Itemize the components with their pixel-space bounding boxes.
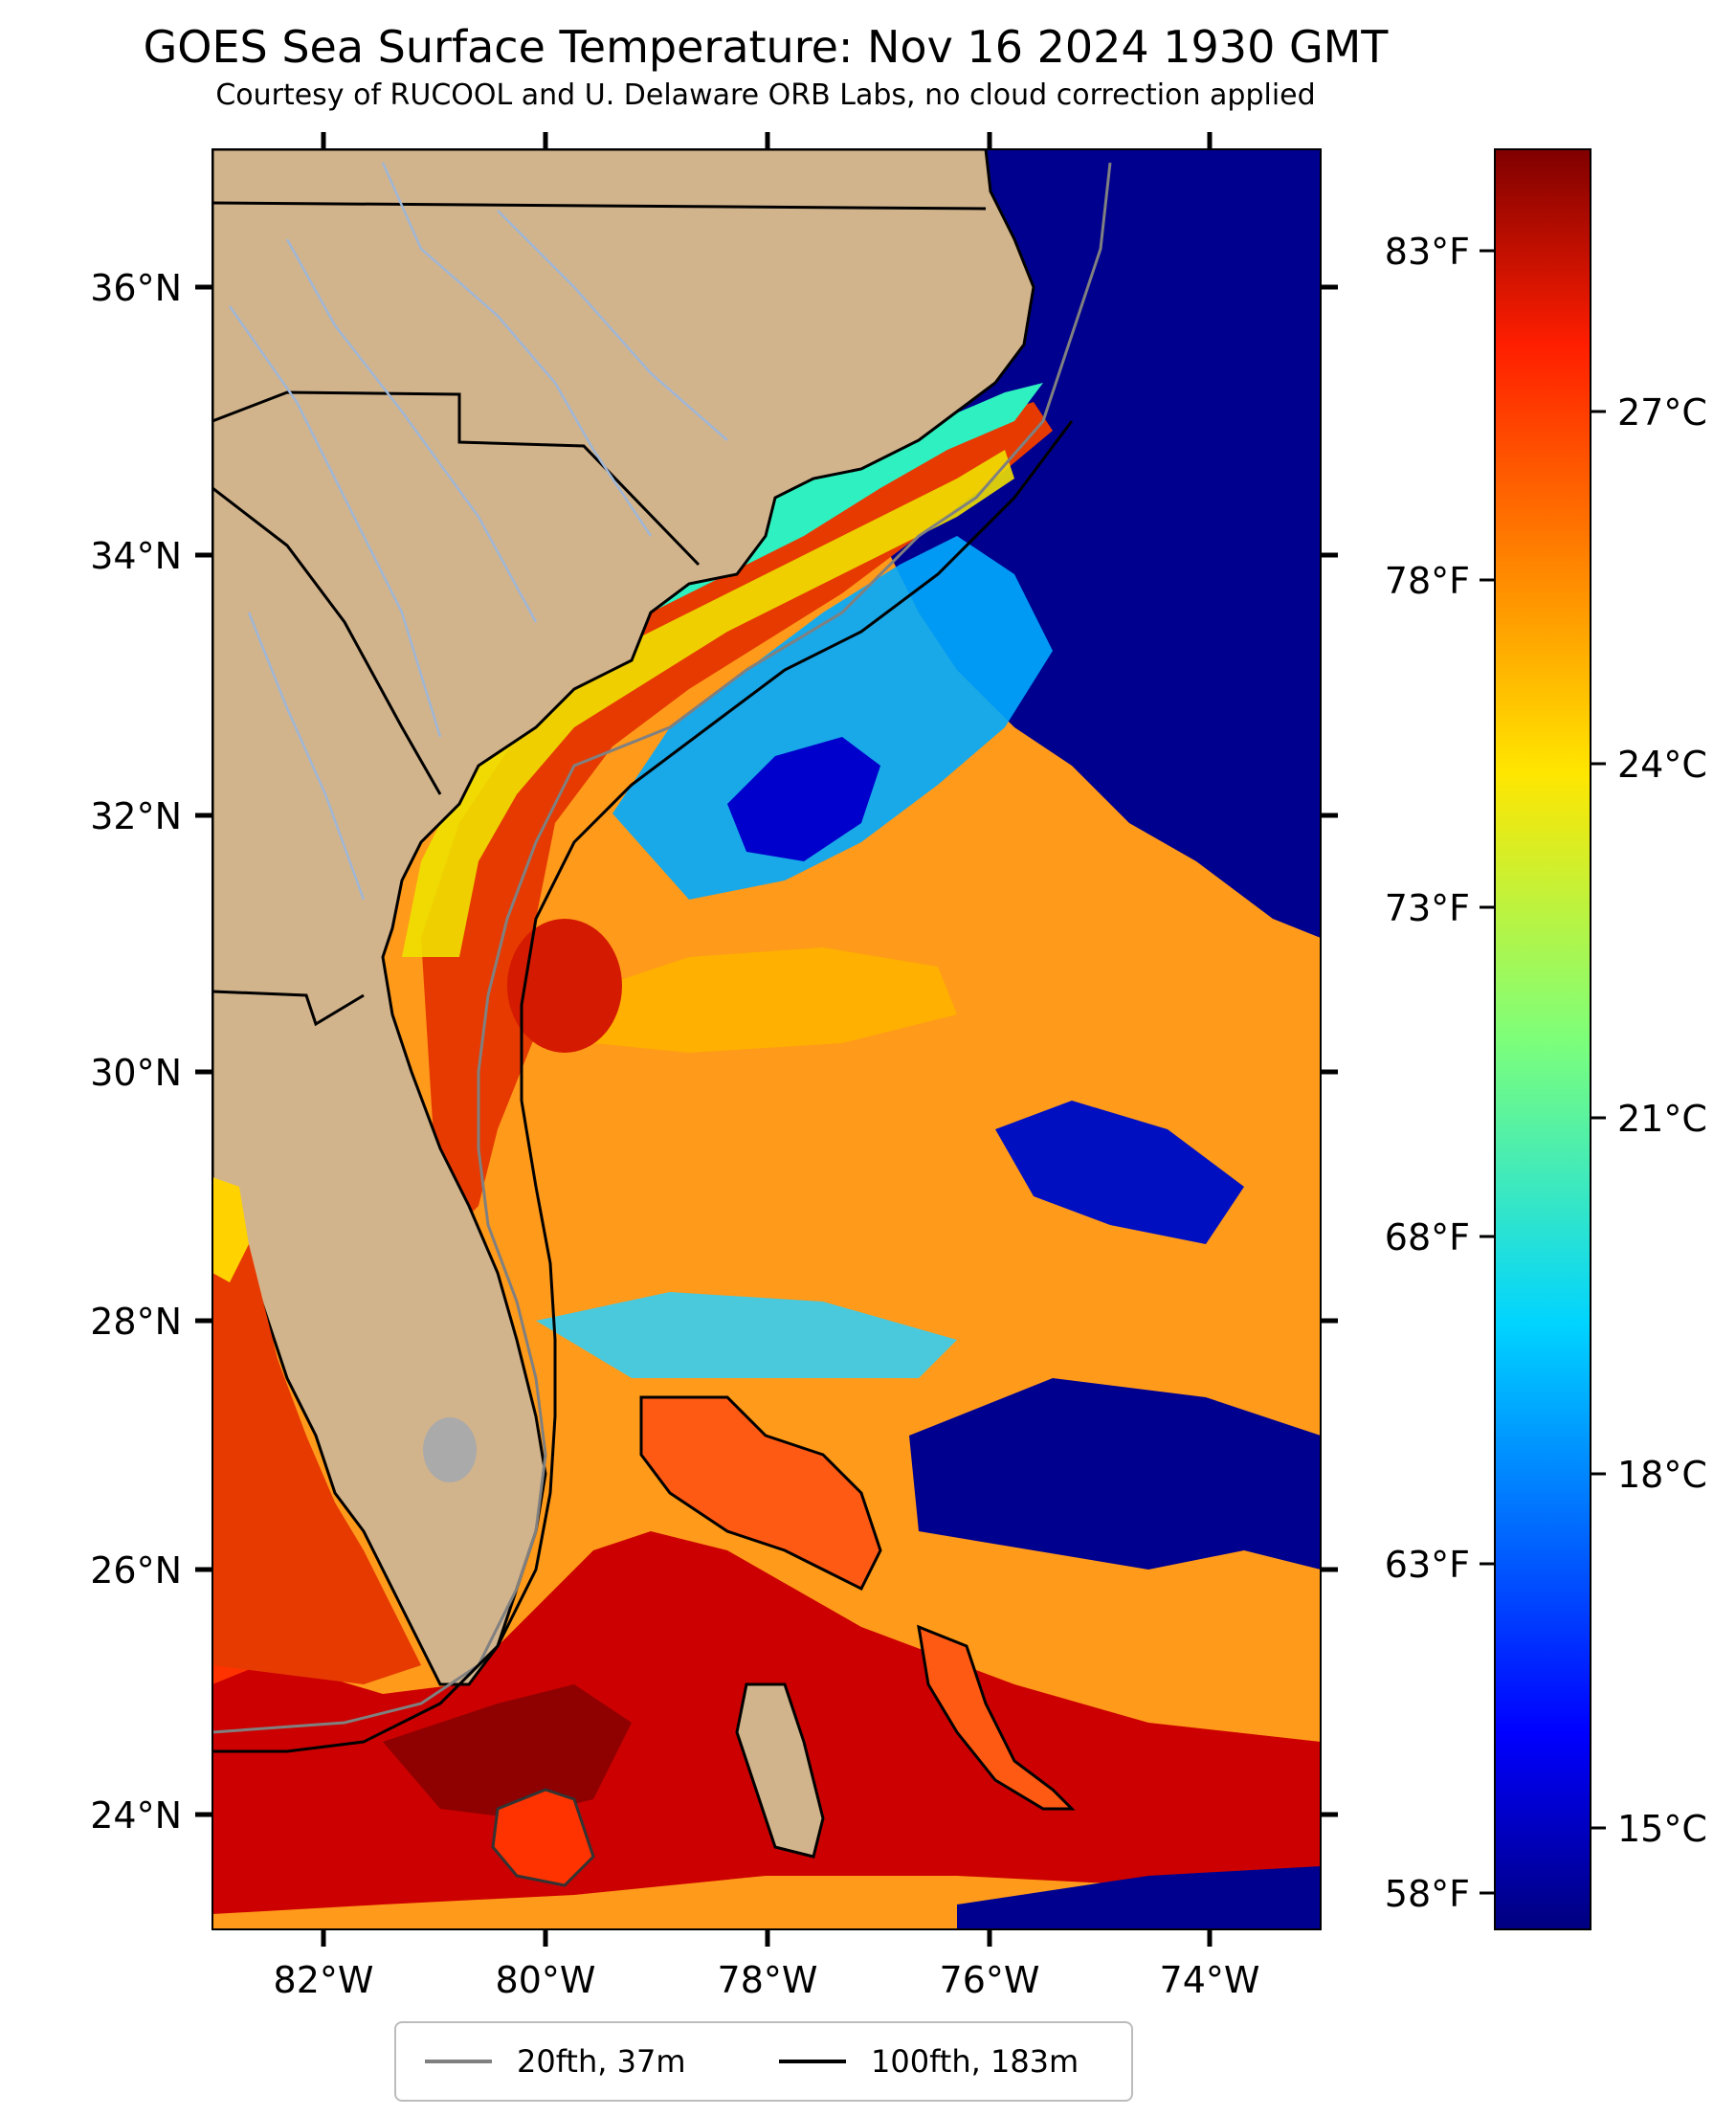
fahrenheit-label: 73°F — [1385, 887, 1470, 929]
celsius-ticks — [1591, 410, 1606, 1830]
lon-label: 78°W — [718, 1959, 818, 2001]
celsius-label: 18°C — [1617, 1454, 1707, 1496]
right-ticks — [1321, 284, 1338, 1817]
fahrenheit-ticks — [1480, 249, 1495, 1895]
bahamas-andros — [735, 1682, 825, 1859]
lon-labels: 82°W 80°W 78°W 76°W 74°W — [274, 1959, 1260, 2001]
nearshore-yellow-band — [402, 450, 1014, 957]
cold-patch-central — [727, 737, 880, 861]
celsius-label: 21°C — [1617, 1098, 1707, 1140]
map-subtitle: Courtesy of RUCOOL and U. Delaware ORB L… — [215, 78, 1316, 112]
fahrenheit-label: 78°F — [1385, 560, 1470, 602]
fahrenheit-label: 68°F — [1385, 1216, 1470, 1258]
legend-label-20fth: 20fth, 37m — [517, 2043, 686, 2080]
legend-swatch-20fth — [425, 2060, 492, 2063]
colorbar-gradient — [1494, 148, 1591, 1930]
celsius-labels: 27°C 24°C 21°C 18°C 15°C — [1617, 391, 1707, 1850]
lon-label: 74°W — [1160, 1959, 1260, 2001]
contour-20fth — [212, 162, 1112, 1734]
legend-item-100fth: 100fth, 183m — [779, 2023, 1079, 2100]
lat-label: 28°N — [90, 1301, 182, 1343]
map-area — [212, 149, 1321, 1929]
celsius-label: 24°C — [1617, 744, 1707, 786]
cay-sal-bank — [491, 1788, 595, 1887]
fahrenheit-label: 58°F — [1385, 1873, 1470, 1915]
fahrenheit-label: 63°F — [1385, 1544, 1470, 1586]
rivers — [228, 162, 728, 901]
southern-cold-fringe — [957, 1866, 1321, 1929]
cyan-band-2 — [536, 1292, 957, 1378]
lat-label: 30°N — [90, 1052, 182, 1094]
bahamas-eleuthera — [917, 1624, 1076, 1811]
florida-gulf-coast-water — [212, 1187, 421, 1684]
cyan-band-1 — [574, 947, 957, 1053]
lon-label: 80°W — [496, 1959, 596, 2001]
lon-label: 82°W — [274, 1959, 374, 2001]
big-bend-yellow — [212, 1177, 249, 1282]
lon-label: 76°W — [940, 1959, 1040, 2001]
fahrenheit-labels: 83°F 78°F 73°F 68°F 63°F 58°F — [1385, 231, 1470, 1915]
blue-streaks-mid — [995, 1101, 1244, 1244]
lat-label: 34°N — [90, 535, 182, 577]
state-borders — [212, 201, 987, 1027]
lat-label: 24°N — [90, 1794, 182, 1837]
cold-patch-east — [909, 1378, 1321, 1570]
lat-ticks — [195, 284, 212, 1817]
warm-core-30n — [507, 919, 622, 1053]
celsius-label: 15°C — [1617, 1808, 1707, 1850]
colorbar: 83°F 78°F 73°F 68°F 63°F 58°F 27°C 24°C … — [1385, 148, 1707, 1930]
legend-label-100fth: 100fth, 183m — [871, 2043, 1079, 2080]
fahrenheit-label: 83°F — [1385, 231, 1470, 273]
lake-okeechobee — [423, 1417, 477, 1482]
lat-label: 36°N — [90, 267, 182, 309]
lat-label: 32°N — [90, 795, 182, 837]
map-title: GOES Sea Surface Temperature: Nov 16 202… — [143, 21, 1389, 73]
lat-label: 26°N — [90, 1549, 182, 1592]
contour-legend: 20fth, 37m 100fth, 183m — [394, 2021, 1133, 2102]
lat-labels: 36°N 34°N 32°N 30°N 28°N 26°N 24°N — [90, 267, 182, 1837]
legend-item-20fth: 20fth, 37m — [425, 2023, 685, 2100]
dark-red-channel — [383, 1684, 632, 1818]
legend-swatch-100fth — [779, 2060, 846, 2063]
celsius-label: 27°C — [1617, 391, 1707, 434]
land-southeast-us — [212, 149, 1035, 1686]
lon-ticks — [321, 132, 1213, 1947]
bahamas-great-bahama-bank — [639, 1395, 882, 1592]
contour-100fth — [212, 420, 1074, 1753]
sst-figure: 36°N 34°N 32°N 30°N 28°N 26°N 24°N 82°W … — [90, 132, 1707, 2001]
cool-streak-band — [612, 536, 1053, 900]
